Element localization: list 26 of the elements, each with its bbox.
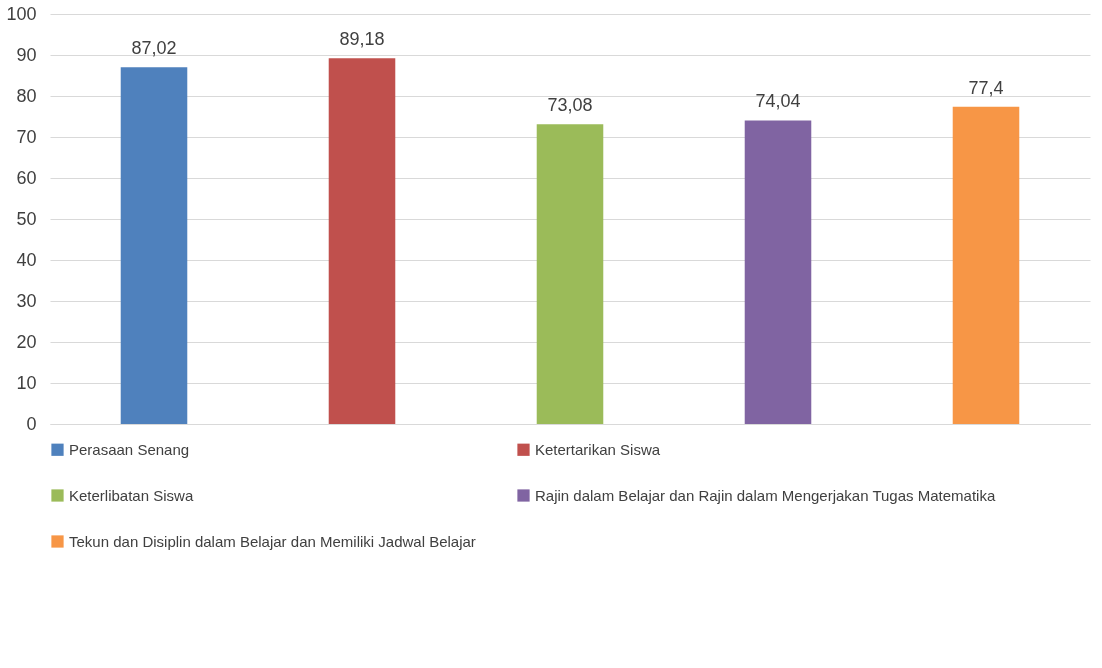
y-tick-label: 10: [16, 372, 37, 393]
y-tick-label: 40: [16, 249, 37, 270]
y-tick-label: 80: [16, 85, 37, 106]
legend-label: Rajin dalam Belajar dan Rajin dalam Mengerjakan Tugas Matematika: [535, 486, 996, 504]
data-label: 89,18: [339, 29, 385, 50]
data-label: 87,02: [131, 38, 177, 59]
y-tick-label: 50: [16, 208, 37, 229]
legend-label: Tekun dan Disiplin dalam Belajar dan Memiliki Jadwal Belajar: [69, 532, 476, 550]
bar: [744, 120, 812, 424]
data-label: 77,4: [968, 77, 1004, 98]
bar: [328, 58, 396, 424]
data-label: 73,08: [547, 95, 593, 116]
y-tick-label: 30: [16, 290, 37, 311]
y-tick-label: 0: [26, 413, 37, 434]
y-tick-label: 70: [16, 126, 37, 147]
legend-label: Perasaan Senang: [69, 440, 190, 458]
y-tick-label: 100: [6, 3, 37, 24]
y-tick-label: 90: [16, 44, 37, 65]
y-tick-label: 20: [16, 331, 37, 352]
data-label: 74,04: [755, 91, 801, 112]
bar: [952, 106, 1020, 424]
legend-label: Keterlibatan Siswa: [69, 486, 194, 504]
bar: [536, 124, 604, 424]
bar: [120, 67, 188, 424]
y-tick-label: 60: [16, 167, 37, 188]
legend-label: Ketertarikan Siswa: [535, 440, 661, 458]
